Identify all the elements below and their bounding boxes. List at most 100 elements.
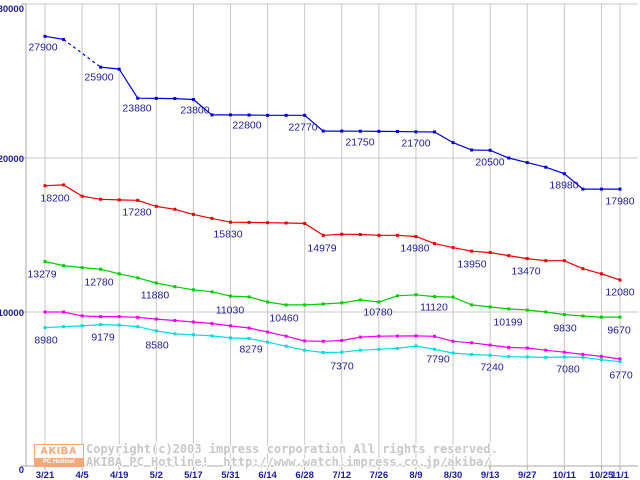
series-cyan-marker: [414, 344, 418, 348]
series-green-data-label: 9670: [607, 325, 631, 337]
series-blue-marker: [136, 96, 140, 100]
series-magenta-marker: [599, 354, 603, 358]
series-green-marker: [581, 314, 585, 318]
series-blue-data-label: 21700: [401, 138, 430, 150]
series-blue-marker: [43, 34, 47, 38]
series-red-data-label: 15830: [213, 229, 242, 241]
series-red-marker: [395, 233, 399, 237]
series-magenta-marker: [358, 335, 362, 339]
series-green-marker: [377, 300, 381, 304]
series-magenta-marker: [228, 324, 232, 328]
x-axis-tick-label: 7/12: [333, 470, 352, 480]
series-magenta-marker: [191, 320, 195, 324]
series-magenta-marker: [340, 338, 344, 342]
series-red-marker: [210, 216, 214, 220]
series-magenta-marker: [173, 318, 177, 322]
series-red-marker: [414, 235, 418, 239]
series-green-marker: [599, 315, 603, 319]
series-green-marker: [358, 298, 362, 302]
series-green-data-label: 12780: [84, 277, 113, 289]
series-cyan-marker: [303, 348, 307, 352]
series-cyan-marker: [247, 337, 251, 341]
series-blue-marker: [451, 141, 455, 145]
series-cyan-marker: [395, 346, 399, 350]
series-magenta-marker: [136, 315, 140, 319]
series-magenta-marker: [395, 334, 399, 338]
series-red-marker: [173, 207, 177, 211]
series-cyan-marker: [377, 347, 381, 351]
series-green-marker: [99, 267, 103, 271]
series-blue-marker: [562, 172, 566, 176]
series-green-marker: [470, 303, 474, 307]
series-red-marker: [562, 259, 566, 263]
series-red-marker: [599, 272, 603, 276]
series-blue-data-label: 20500: [475, 157, 504, 169]
series-magenta-marker: [507, 345, 511, 349]
series-red-data-label: 14980: [400, 243, 429, 255]
series-blue-marker: [544, 165, 548, 169]
series-cyan-marker: [62, 325, 66, 329]
series-cyan-marker: [618, 360, 622, 364]
x-axis-tick-label: 9/13: [481, 470, 500, 480]
series-green-marker: [266, 300, 270, 304]
series-green-marker: [414, 293, 418, 297]
series-green-marker: [173, 285, 177, 289]
series-green-marker: [525, 308, 529, 312]
series-red-marker: [191, 212, 195, 216]
series-cyan-marker: [544, 355, 548, 359]
series-blue-marker: [470, 148, 474, 152]
series-red-marker: [507, 254, 511, 258]
series-blue-marker: [154, 96, 158, 100]
series-blue-marker: [117, 67, 121, 71]
y-axis-tick-label: 20000: [0, 154, 24, 165]
akiba-logo-subtitle: PC Hotline!: [35, 458, 83, 466]
series-cyan-marker: [173, 332, 177, 336]
x-axis-tick-label: 9/27: [518, 470, 537, 480]
series-green-data-label: 10460: [269, 313, 298, 325]
series-cyan-marker: [451, 351, 455, 355]
series-cyan-marker: [191, 333, 195, 337]
x-axis-tick-label: 10/25: [590, 470, 614, 480]
series-cyan-marker: [43, 326, 47, 330]
series-red-marker: [340, 232, 344, 236]
series-red-marker: [117, 198, 121, 202]
series-magenta-marker: [581, 352, 585, 356]
series-red-marker: [358, 233, 362, 237]
series-cyan-data-label: 8580: [145, 340, 169, 352]
series-magenta-marker: [470, 341, 474, 345]
series-red-marker: [488, 251, 492, 255]
series-green-data-label: 11880: [141, 290, 170, 302]
series-red-marker: [525, 257, 529, 261]
series-green-line: [44, 260, 620, 318]
x-axis-tick-label: 8/9: [409, 470, 422, 480]
series-cyan-marker: [210, 334, 214, 338]
series-cyan-marker: [562, 355, 566, 359]
series-green-marker: [117, 272, 121, 276]
series-blue-marker: [303, 113, 307, 117]
series-green-marker: [136, 276, 140, 280]
series-green-marker: [340, 301, 344, 305]
series-blue-line: [100, 66, 620, 190]
series-magenta-marker: [43, 310, 47, 314]
x-axis-tick-label: 7/26: [370, 470, 389, 480]
x-axis-tick-label: 6/28: [295, 470, 314, 480]
series-cyan-marker: [340, 350, 344, 354]
x-axis-tick-label: 5/31: [221, 470, 240, 480]
series-blue-marker: [414, 130, 418, 134]
series-green-data-label: 11030: [216, 305, 245, 317]
series-blue-marker: [62, 37, 66, 41]
series-cyan-marker: [433, 347, 437, 351]
x-axis-tick-label: 11/1: [611, 470, 630, 480]
series-magenta-marker: [562, 350, 566, 354]
series-green-marker: [562, 313, 566, 317]
series-cyan-marker: [154, 329, 158, 333]
series-red-marker: [321, 233, 325, 237]
series-green-marker: [62, 264, 66, 268]
series-magenta-marker: [544, 348, 548, 352]
series-red-marker: [136, 198, 140, 202]
series-green-data-label: 11120: [420, 302, 448, 314]
series-green-data-label: 9830: [553, 323, 577, 335]
series-cyan-data-label: 8980: [34, 335, 58, 347]
series-red-data-label: 18200: [40, 193, 69, 205]
